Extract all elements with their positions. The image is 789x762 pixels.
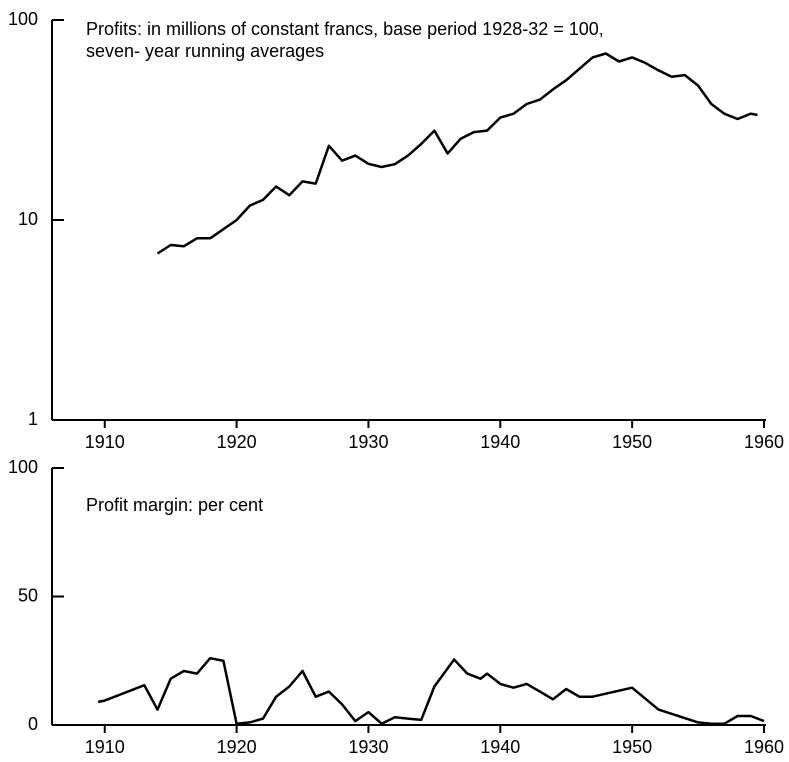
- x-tick-label: 1940: [480, 737, 520, 757]
- y-tick-label: 50: [18, 585, 38, 605]
- y-tick-label: 100: [8, 9, 38, 29]
- x-tick-label: 1910: [85, 737, 125, 757]
- y-tick-label: 10: [18, 209, 38, 229]
- x-tick-label: 1950: [612, 432, 652, 452]
- x-tick-label: 1950: [612, 737, 652, 757]
- y-tick-label: 0: [28, 714, 38, 734]
- data-line: [156, 52, 758, 255]
- chart-title: seven- year running averages: [86, 41, 324, 61]
- chart-title: Profits: in millions of constant francs,…: [86, 19, 604, 39]
- x-tick-label: 1930: [348, 432, 388, 452]
- chart-title: Profit margin: per cent: [86, 495, 263, 515]
- y-tick-label: 100: [8, 457, 38, 477]
- x-tick-label: 1920: [217, 432, 257, 452]
- data-line: [97, 656, 765, 725]
- x-tick-label: 1960: [744, 432, 784, 452]
- x-tick-label: 1930: [348, 737, 388, 757]
- y-tick-label: 1: [28, 409, 38, 429]
- x-tick-label: 1920: [217, 737, 257, 757]
- x-tick-label: 1940: [480, 432, 520, 452]
- x-tick-label: 1960: [744, 737, 784, 757]
- x-tick-label: 1910: [85, 432, 125, 452]
